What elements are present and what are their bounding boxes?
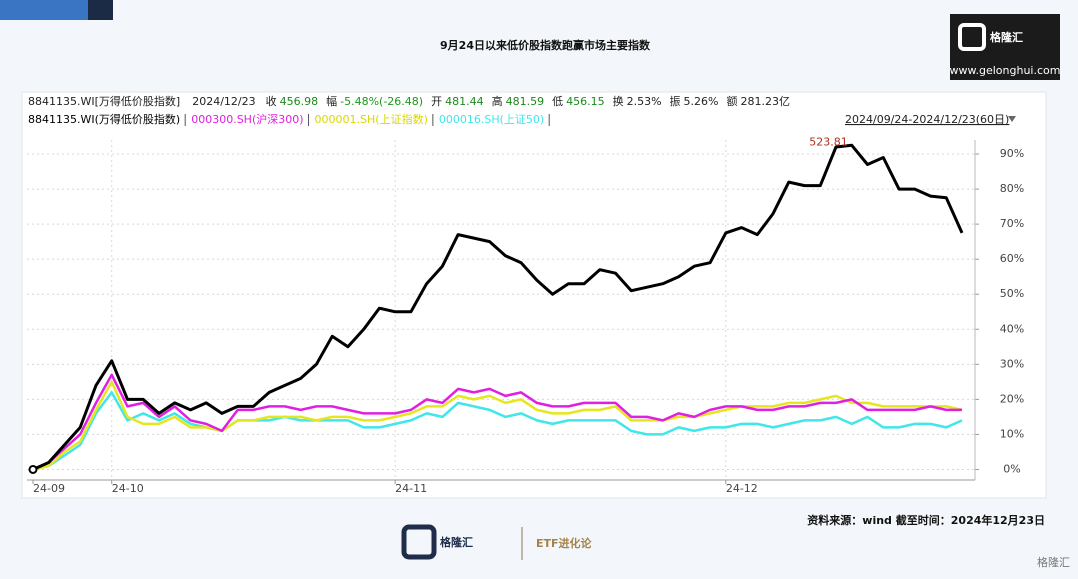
chart-panel [21,91,1047,499]
footer-logo-icon [401,524,437,560]
info-value: -5.48%(-26.48) [340,95,423,108]
dropdown-icon [1008,116,1016,122]
info-date: 2024/12/23 [192,95,255,108]
logo-url: www.gelonghui.com [950,64,1061,77]
x-tick-label: 24-09 [33,482,65,495]
info-label: 开 [431,95,442,108]
y-tick-label: 10% [1000,427,1024,440]
info-value: 456.15 [566,95,605,108]
info-label: 高 [492,94,503,108]
x-tick-label: 24-10 [112,482,144,495]
y-tick-label: 20% [1000,392,1024,405]
info-label: 幅 [326,95,337,108]
info-value: 456.98 [280,95,319,108]
series-line [32,391,963,471]
x-tick-label: 24-11 [395,482,427,495]
y-tick-label: 80% [1000,182,1024,195]
info-value: 481.44 [445,95,484,108]
y-tick-label: 0% [1003,462,1020,475]
series-line [32,373,962,471]
series-line [32,380,963,471]
y-tick-label: 70% [1000,217,1024,230]
y-tick-label: 50% [1000,287,1024,300]
info-label: 收 [266,94,277,108]
info-label: 额 [726,95,737,108]
footer-brand: 格隆汇 [440,535,473,549]
y-tick-label: 30% [1000,357,1024,370]
corner-block [0,0,88,20]
corner-block [88,0,113,20]
y-tick-label: 90% [1000,147,1024,160]
footer-column: ETF进化论 [536,536,593,550]
watermark: 格隆汇 [1037,555,1070,569]
x-tick-label: 24-12 [726,482,758,495]
legend-entry: 000001.SH(上证指数) [315,112,428,126]
legend-entry: 000300.SH(沪深300) [191,112,303,126]
info-value: 281.23亿 [740,95,790,108]
range-label: 2024/09/24-2024/12/23(60日) [845,113,1009,126]
info-value: 481.59 [506,95,545,108]
info-value: 5.26% [684,95,719,108]
legend-entry: 000016.SH(上证50) [439,113,544,126]
logo-icon [958,23,986,51]
peak-annotation: 523.81 [809,135,848,148]
chart-title: 9月24日以来低价股指数跑赢市场主要指数 [440,38,651,52]
info-security: 8841135.WI[万得低价股指数] [28,94,180,108]
info-label: 低 [552,95,563,108]
info-label: 振 [670,94,681,108]
y-tick-label: 60% [1000,252,1024,265]
series-line [32,143,964,471]
y-tick-label: 40% [1000,322,1024,335]
source-note: 资料来源：wind 截至时间：2024年12月23日 [807,513,1045,527]
start-marker [28,464,38,474]
logo-text: 格隆汇 [990,30,1023,44]
info-label: 换 [613,94,624,108]
legend-entry: 8841135.WI(万得低价股指数) [28,112,180,126]
info-value: 2.53% [627,95,662,108]
